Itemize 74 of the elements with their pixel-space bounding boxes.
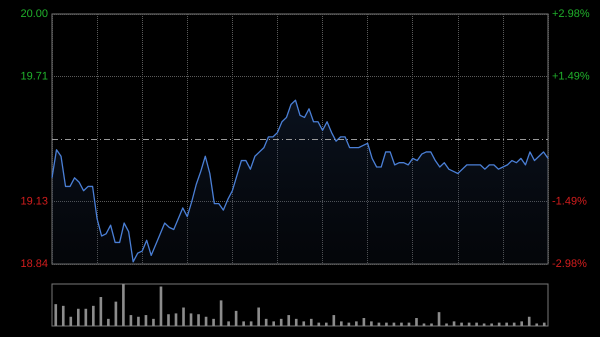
bar xyxy=(542,322,546,326)
bar xyxy=(137,316,140,326)
y-tick-label: 20.00 xyxy=(20,8,48,20)
bar xyxy=(340,321,343,326)
bar xyxy=(227,321,230,326)
bar xyxy=(498,322,500,326)
bar xyxy=(302,321,306,326)
bar xyxy=(234,310,238,326)
y-tick-label: 18.84 xyxy=(20,258,48,270)
bar xyxy=(190,313,192,326)
bar xyxy=(370,321,373,326)
bar xyxy=(332,315,336,326)
bar xyxy=(520,321,524,326)
bar xyxy=(182,308,185,326)
bar xyxy=(167,314,170,326)
bar xyxy=(160,286,162,326)
bar xyxy=(438,312,440,326)
bar xyxy=(400,322,403,326)
bar xyxy=(475,322,478,326)
bar xyxy=(144,315,148,326)
y2-tick-label: +1.49% xyxy=(552,70,590,82)
bar xyxy=(415,318,418,326)
bar xyxy=(348,322,350,326)
bar xyxy=(257,308,260,326)
bar xyxy=(385,322,388,326)
bar xyxy=(378,322,380,326)
bar xyxy=(310,318,313,326)
bar xyxy=(197,314,200,326)
bar xyxy=(505,322,508,326)
y2-tick-label: -1.49% xyxy=(552,196,588,208)
bar xyxy=(445,323,448,326)
bar xyxy=(204,316,208,326)
bar xyxy=(174,313,178,326)
bar xyxy=(100,297,102,326)
bar xyxy=(264,318,268,326)
bar xyxy=(220,300,222,326)
bar xyxy=(482,323,486,326)
y-tick-label: 19.13 xyxy=(20,196,48,208)
bar xyxy=(250,321,252,326)
bar xyxy=(490,323,493,326)
bar xyxy=(468,322,470,326)
bar xyxy=(62,306,65,326)
bar xyxy=(84,308,88,326)
bar xyxy=(512,322,516,326)
bar xyxy=(212,318,215,326)
bar xyxy=(287,315,290,326)
bar xyxy=(392,322,396,326)
bar xyxy=(362,318,366,326)
bar xyxy=(317,322,320,326)
bar xyxy=(54,304,58,326)
bar xyxy=(242,321,245,326)
bar xyxy=(122,284,125,326)
bar xyxy=(324,322,328,326)
bar xyxy=(76,308,80,326)
bar xyxy=(130,315,132,326)
bar xyxy=(280,318,283,326)
bar xyxy=(92,306,95,326)
bar xyxy=(535,323,538,326)
bar xyxy=(430,323,433,326)
bar xyxy=(69,316,72,326)
bar xyxy=(408,322,410,326)
bar xyxy=(272,321,276,326)
bar xyxy=(107,318,110,326)
bar xyxy=(528,316,531,326)
bar xyxy=(114,302,118,326)
bar xyxy=(422,323,426,326)
bar xyxy=(152,318,155,326)
bar xyxy=(294,318,298,326)
bar xyxy=(460,322,463,326)
bar xyxy=(452,321,456,326)
bar xyxy=(355,321,358,326)
y-tick-label: 19.71 xyxy=(20,70,48,82)
y2-tick-label: -2.98% xyxy=(552,258,588,270)
y2-tick-label: +2.98% xyxy=(552,8,590,20)
